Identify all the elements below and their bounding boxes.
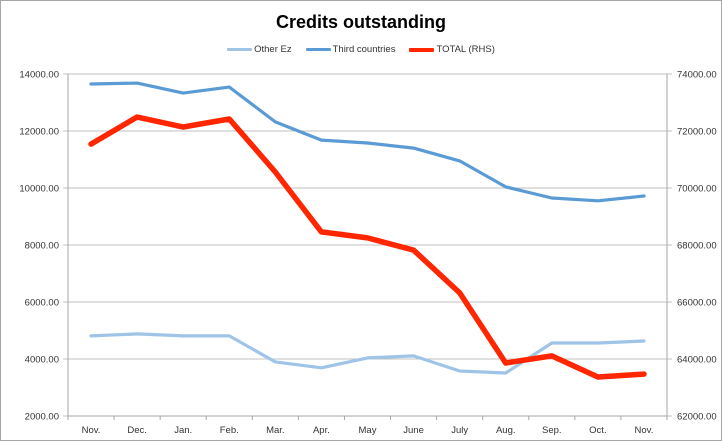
series-line-third-countries <box>89 81 646 203</box>
x-tick-label: Jan. <box>174 425 192 436</box>
x-tick-label: Feb. <box>220 425 239 436</box>
legend-item-total: TOTAL (RHS) <box>409 44 495 55</box>
y2-tick-label: 62000.00 <box>677 412 717 423</box>
y-tick-label: 14000.00 <box>19 70 59 81</box>
legend: Other Ez Third countries TOTAL (RHS) <box>0 44 722 55</box>
y-tick-label: 2000.00 <box>25 412 59 423</box>
legend-label: Third countries <box>332 44 396 55</box>
legend-swatch-total <box>409 47 435 52</box>
chart-title: Credits outstanding <box>276 12 446 32</box>
x-tick-label: June <box>403 425 424 436</box>
series-line-total-rhs <box>88 114 647 380</box>
y2-tick-label: 74000.00 <box>677 70 717 81</box>
y-tick-label: 6000.00 <box>25 298 59 309</box>
legend-item-third-countries: Third countries <box>305 44 396 55</box>
x-tick-label: Mar. <box>266 425 284 436</box>
legend-item-other-ez: Other Ez <box>227 44 292 55</box>
y-tick-label: 10000.00 <box>19 184 59 195</box>
x-tick-label: Nov. <box>82 425 101 436</box>
x-tick-label: Dec. <box>127 425 147 436</box>
y2-tick-label: 68000.00 <box>677 241 717 252</box>
y-tick-label: 4000.00 <box>25 355 59 366</box>
y2-tick-label: 66000.00 <box>677 298 717 309</box>
y-tick-label: 8000.00 <box>25 241 59 252</box>
x-tick-label: July <box>451 425 468 436</box>
x-tick-label: Aug. <box>496 425 516 436</box>
y2-tick-label: 64000.00 <box>677 355 717 366</box>
legend-swatch-third-countries <box>305 48 331 51</box>
x-tick-label: Sep. <box>542 425 562 436</box>
y-tick-label: 12000.00 <box>19 127 59 138</box>
y2-tick-label: 70000.00 <box>677 184 717 195</box>
x-tick-label: Apr. <box>313 425 330 436</box>
legend-label: TOTAL (RHS) <box>436 44 495 55</box>
y2-tick-label: 72000.00 <box>677 127 717 138</box>
x-tick-label: May <box>359 425 377 436</box>
legend-label: Other Ez <box>254 44 292 55</box>
legend-swatch-other-ez <box>227 48 253 51</box>
x-tick-label: Oct. <box>589 425 606 436</box>
x-tick-label: Nov. <box>635 425 654 436</box>
series-line-other-ez <box>89 332 646 375</box>
